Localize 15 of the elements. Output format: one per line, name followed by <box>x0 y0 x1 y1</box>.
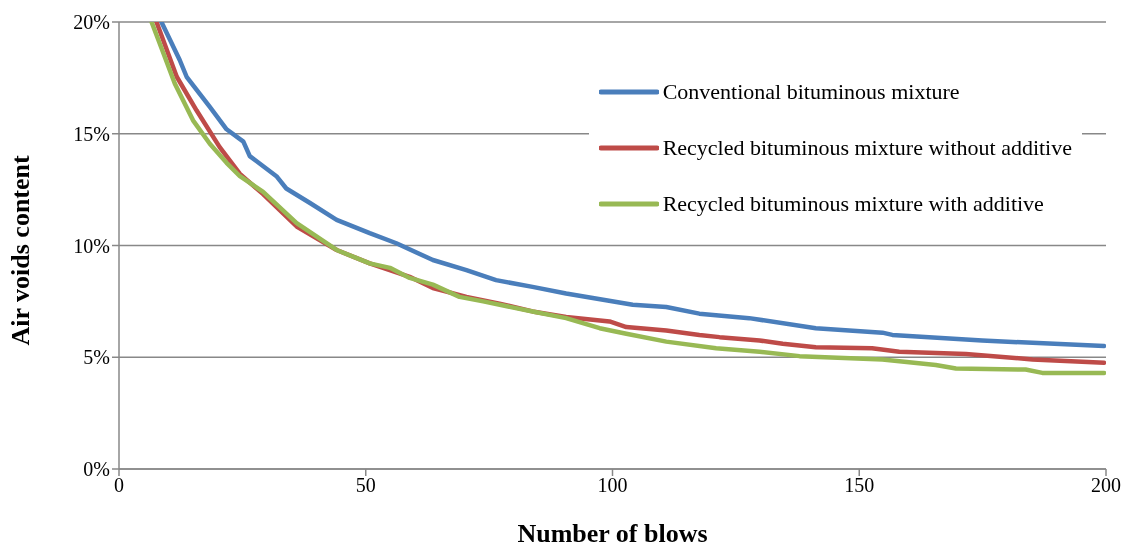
y-axis-title: Air voids content <box>6 154 36 346</box>
y-tick-label: 20% <box>73 11 110 34</box>
legend-label: Recycled bituminous mixture without additive <box>662 135 1072 161</box>
x-tick-label: 150 <box>844 474 875 497</box>
x-tick-label: 100 <box>597 474 628 497</box>
x-axis-title: Number of blows <box>517 519 708 548</box>
x-tick-label: 0 <box>114 474 124 497</box>
legend-label: Conventional bituminous mixture <box>662 79 960 105</box>
y-tick-label: 10% <box>73 234 110 257</box>
x-tick-label: 200 <box>1091 474 1121 497</box>
y-tick-label: 15% <box>73 122 110 145</box>
legend-label: Recycled bituminous mixture with additive <box>662 191 1044 217</box>
y-tick-label: 0% <box>83 458 110 481</box>
y-tick-label: 5% <box>83 346 110 369</box>
x-tick-label: 50 <box>355 474 376 497</box>
